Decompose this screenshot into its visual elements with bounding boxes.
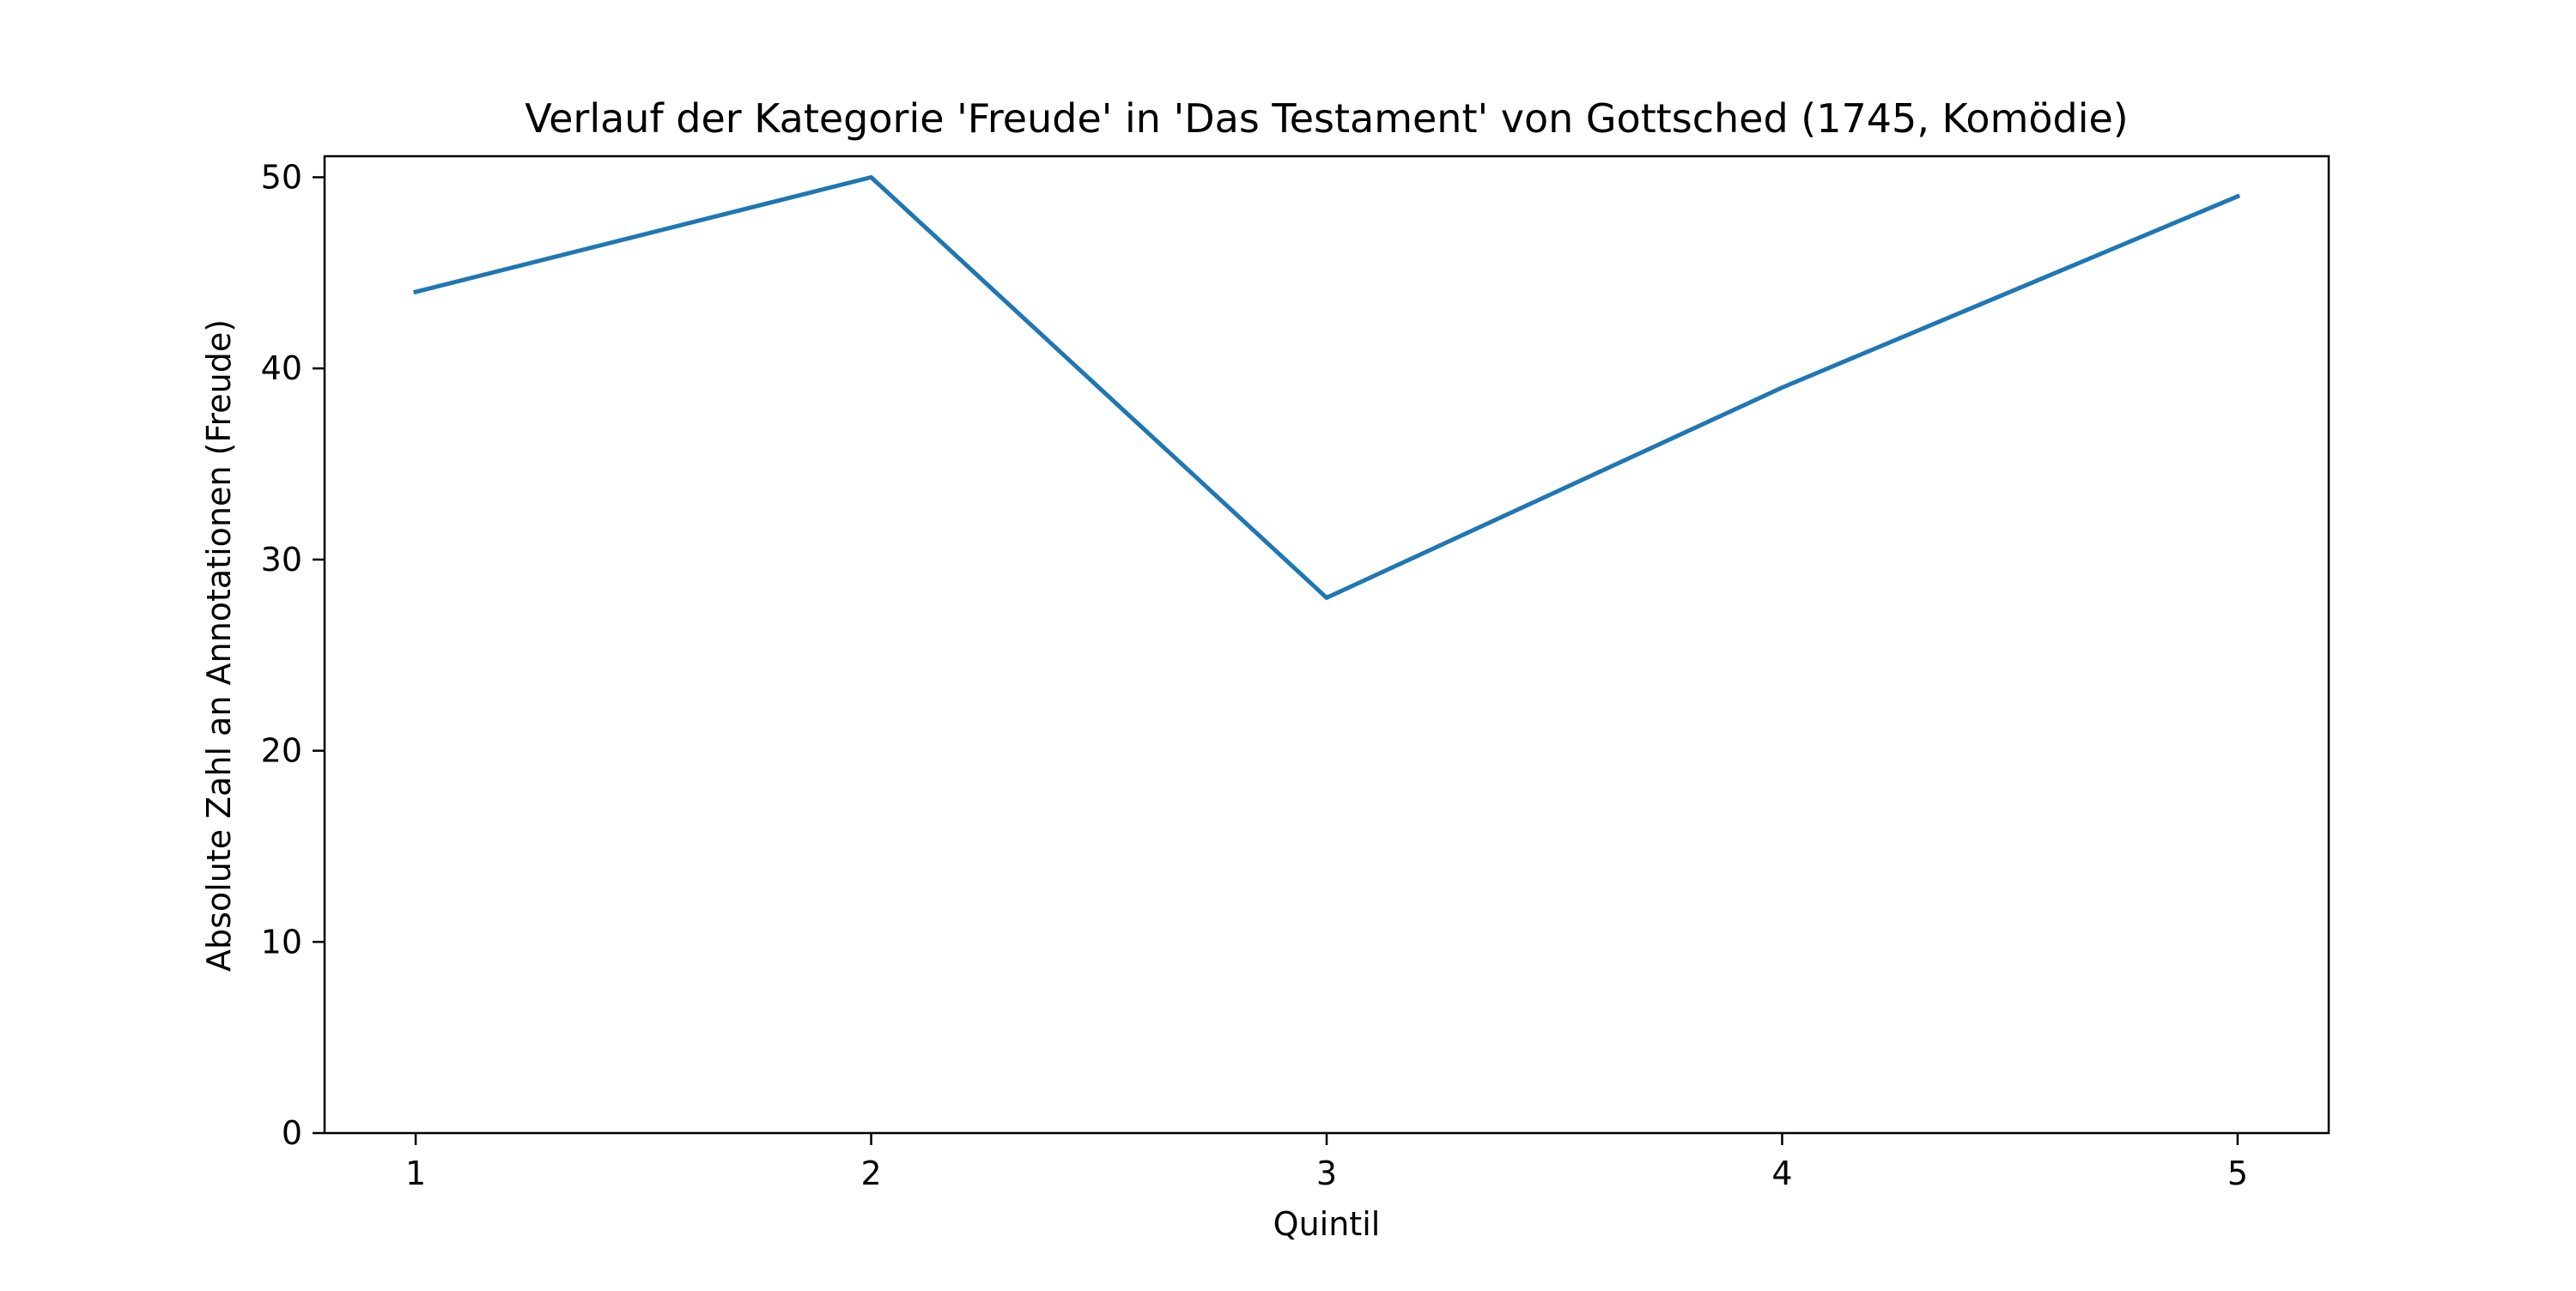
y-tick-label: 20	[261, 732, 302, 770]
y-tick-label: 10	[261, 923, 302, 961]
x-tick-label: 5	[2227, 1155, 2248, 1192]
y-tick-label: 40	[261, 349, 302, 387]
x-tick-label: 1	[405, 1155, 426, 1192]
x-tick-label: 4	[1771, 1155, 1792, 1192]
y-axis-label: Absolute Zahl an Annotationen (Freude)	[200, 319, 238, 972]
x-tick-label: 3	[1316, 1155, 1337, 1192]
series-line-1	[413, 175, 2241, 600]
chart-title: Verlauf der Kategorie 'Freude' in 'Das T…	[525, 95, 2129, 142]
x-axis-label: Quintil	[1273, 1205, 1381, 1243]
y-tick-label: 0	[282, 1114, 302, 1152]
y-tick-label: 50	[261, 158, 302, 196]
y-tick-label: 30	[261, 541, 302, 579]
x-tick-label: 2	[860, 1155, 881, 1192]
